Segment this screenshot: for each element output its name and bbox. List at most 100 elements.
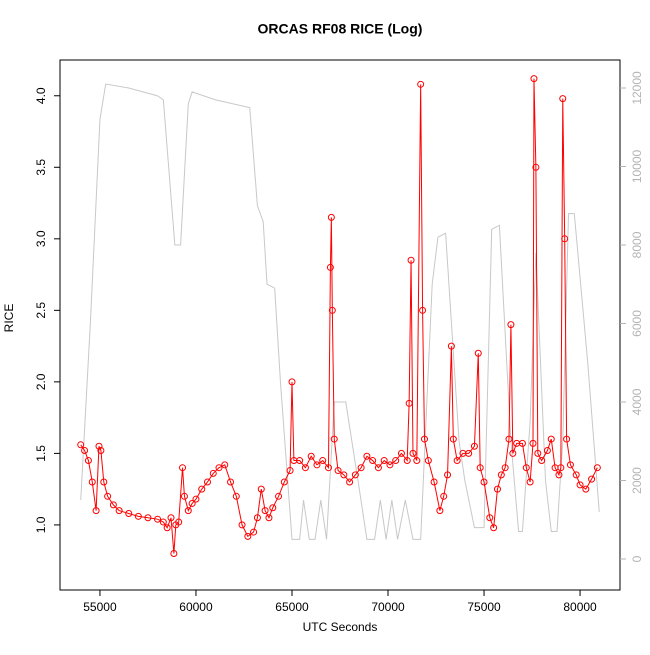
point bbox=[566, 461, 574, 469]
point bbox=[529, 439, 537, 447]
point bbox=[486, 514, 494, 522]
point bbox=[307, 452, 315, 460]
point bbox=[115, 507, 123, 515]
point bbox=[188, 499, 196, 507]
point bbox=[507, 321, 515, 329]
point bbox=[104, 492, 112, 500]
point bbox=[417, 80, 425, 88]
point bbox=[170, 550, 178, 558]
point bbox=[557, 464, 565, 472]
point bbox=[154, 515, 162, 523]
y2-tick-label: 2000 bbox=[630, 467, 644, 494]
point bbox=[559, 95, 567, 103]
point bbox=[453, 457, 461, 465]
point bbox=[269, 504, 277, 512]
point bbox=[386, 461, 394, 469]
x-tick-label: 65000 bbox=[275, 600, 309, 614]
y-tick-label: 3.5 bbox=[34, 159, 48, 176]
point bbox=[534, 449, 542, 457]
point bbox=[327, 213, 335, 221]
point bbox=[465, 449, 473, 457]
point bbox=[238, 521, 246, 529]
point bbox=[572, 471, 580, 479]
point bbox=[374, 464, 382, 472]
point bbox=[357, 464, 365, 472]
point bbox=[92, 507, 100, 515]
point bbox=[447, 342, 455, 350]
point bbox=[363, 452, 371, 460]
point bbox=[420, 435, 428, 443]
point bbox=[440, 492, 448, 500]
plot-frame bbox=[59, 59, 621, 591]
point bbox=[250, 528, 258, 536]
point bbox=[526, 478, 534, 486]
y2-tick-label: 4000 bbox=[630, 388, 644, 415]
point bbox=[301, 464, 309, 472]
point bbox=[334, 467, 342, 475]
point bbox=[593, 464, 601, 472]
point bbox=[340, 471, 348, 479]
point bbox=[84, 457, 92, 465]
point bbox=[509, 449, 517, 457]
point bbox=[265, 514, 273, 522]
point bbox=[424, 457, 432, 465]
point bbox=[501, 464, 509, 472]
point bbox=[392, 457, 400, 465]
point bbox=[522, 464, 530, 472]
point bbox=[232, 492, 240, 500]
point bbox=[319, 457, 327, 465]
x-tick-label: 80000 bbox=[563, 600, 597, 614]
point bbox=[490, 524, 498, 532]
point bbox=[109, 501, 117, 509]
point bbox=[532, 163, 540, 171]
point bbox=[100, 478, 108, 486]
point bbox=[261, 507, 269, 515]
x-axis-label: UTC Seconds bbox=[303, 620, 378, 634]
point bbox=[576, 481, 584, 489]
point bbox=[405, 399, 413, 407]
point bbox=[369, 457, 377, 465]
point bbox=[324, 464, 332, 472]
point bbox=[413, 457, 421, 465]
series-line bbox=[80, 78, 598, 554]
x-tick-label: 55000 bbox=[83, 600, 117, 614]
y-axis-label: RICE bbox=[2, 304, 16, 333]
point bbox=[286, 467, 294, 475]
point bbox=[582, 485, 590, 493]
point bbox=[81, 447, 89, 455]
point bbox=[97, 447, 105, 455]
point bbox=[419, 306, 427, 314]
point bbox=[244, 532, 252, 540]
point bbox=[505, 435, 513, 443]
point bbox=[88, 478, 96, 486]
point bbox=[493, 485, 501, 493]
point bbox=[328, 306, 336, 314]
y-tick-label: 1.0 bbox=[34, 516, 48, 533]
y2-tick-label: 6000 bbox=[630, 310, 644, 337]
point bbox=[280, 478, 288, 486]
point bbox=[175, 518, 183, 526]
point bbox=[588, 475, 596, 483]
point bbox=[543, 447, 551, 455]
y-tick-label: 3.0 bbox=[34, 230, 48, 247]
point bbox=[547, 435, 555, 443]
point bbox=[380, 457, 388, 465]
point bbox=[163, 524, 171, 532]
y2-tick-label: 8000 bbox=[630, 231, 644, 258]
point bbox=[313, 461, 321, 469]
point bbox=[538, 457, 546, 465]
point bbox=[296, 457, 304, 465]
x-tick-label: 70000 bbox=[371, 600, 405, 614]
point bbox=[144, 514, 152, 522]
y2-tick-label: 10000 bbox=[630, 149, 644, 183]
point bbox=[403, 457, 411, 465]
x-tick-label: 75000 bbox=[467, 600, 501, 614]
y2-tick-label: 0 bbox=[630, 555, 644, 562]
point bbox=[518, 439, 526, 447]
point bbox=[198, 485, 206, 493]
y2-tick-label: 12000 bbox=[630, 71, 644, 105]
point bbox=[257, 485, 265, 493]
point bbox=[215, 464, 223, 472]
point bbox=[436, 507, 444, 515]
